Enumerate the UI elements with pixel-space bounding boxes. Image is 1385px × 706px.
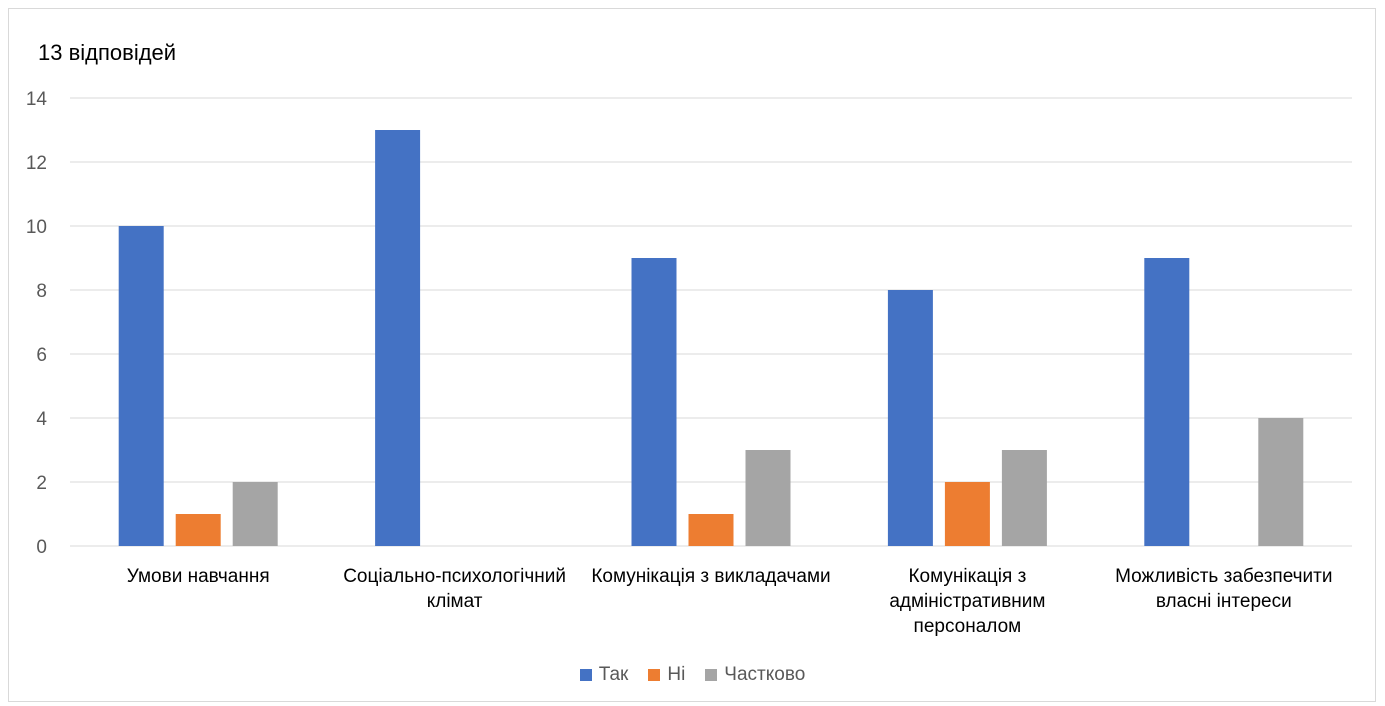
x-axis-category-labels: Умови навчання Соціально-психологічний клі… [127, 566, 1333, 637]
chart-title: 13 відповідей [38, 40, 177, 65]
x-category-label-line: Соціально-психологічний [343, 566, 566, 587]
legend-label: Частково [724, 664, 806, 685]
x-category-label-line: Комунікація з викладачами [591, 566, 830, 587]
x-category-label: Умови навчання [127, 566, 270, 587]
legend-swatch [705, 669, 718, 681]
y-tick-label: 14 [26, 89, 48, 110]
y-tick-label: 8 [36, 281, 47, 302]
legend-swatch [648, 669, 661, 681]
bar-Ні [944, 482, 990, 546]
x-category-label: Комунікація з адміністративним персоналом [889, 566, 1045, 637]
y-tick-label: 6 [36, 345, 47, 366]
bar-Так [631, 258, 677, 546]
bar-Частково [1001, 450, 1047, 546]
bars [118, 130, 1304, 546]
y-tick-label: 0 [36, 537, 47, 558]
x-category-label-line: Комунікація з [908, 566, 1026, 587]
x-category-label: Комунікація з викладачами [591, 566, 830, 587]
bar-Так [375, 130, 421, 546]
y-tick-label: 4 [36, 409, 47, 430]
legend-item: Частково [705, 664, 805, 686]
y-tick-label: 10 [26, 217, 47, 238]
legend-label: Ні [667, 664, 686, 685]
legend: Так Ні Частково [0, 664, 1385, 686]
legend-item: Так [579, 664, 629, 686]
x-category-label-line: Можливість забезпечити [1115, 566, 1332, 587]
bar-Ні [688, 514, 734, 546]
bar-Так [1144, 258, 1190, 546]
bar-Ні [175, 514, 221, 546]
bar-Так [118, 226, 164, 546]
y-tick-label: 2 [36, 473, 47, 494]
bar-Частково [232, 482, 278, 546]
x-category-label: Можливість забезпечити власні інтереси [1115, 566, 1332, 612]
x-category-label-line: клімат [427, 591, 483, 612]
x-category-label-line: власні інтереси [1156, 591, 1292, 612]
x-category-label-line: персоналом [914, 616, 1022, 637]
legend-label: Так [598, 664, 629, 685]
x-category-label-line: Умови навчання [127, 566, 270, 587]
x-category-label-line: адміністративним [889, 591, 1045, 612]
gridlines [70, 97, 1352, 547]
legend-swatch [579, 669, 592, 681]
bar-Так [887, 290, 933, 546]
bar-Частково [1258, 418, 1304, 546]
x-category-label: Соціально-психологічний клімат [343, 566, 566, 612]
y-axis-tick-labels: 0 2 4 6 8 10 12 14 [26, 89, 48, 558]
legend-item: Ні [648, 664, 685, 686]
bar-Частково [745, 450, 791, 546]
y-tick-label: 12 [26, 153, 47, 174]
